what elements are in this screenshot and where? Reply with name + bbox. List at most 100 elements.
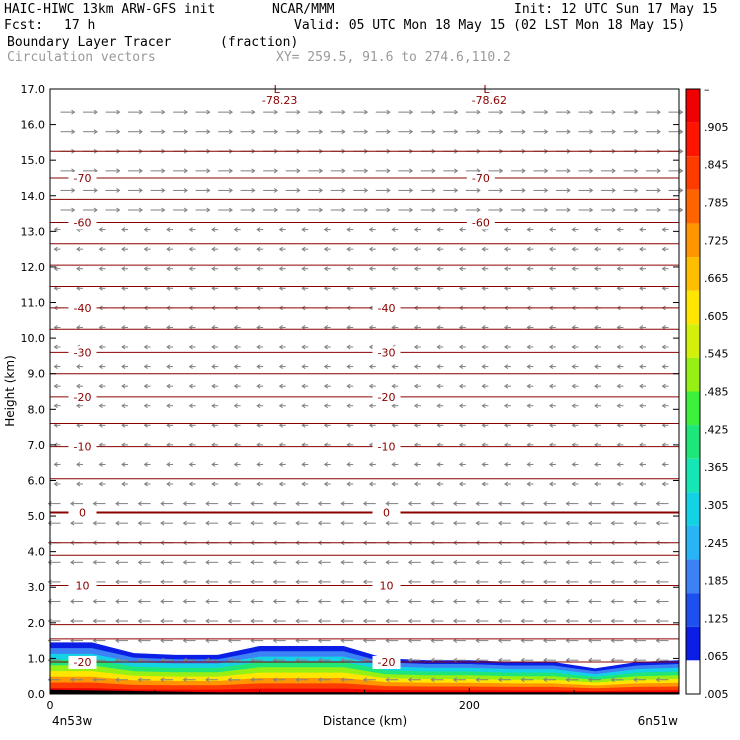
vector-arrow-head bbox=[363, 129, 369, 135]
vector-arrow-head bbox=[362, 501, 368, 507]
vector-arrow-head bbox=[188, 344, 193, 350]
vector-arrow-head bbox=[526, 344, 531, 350]
vector-arrow-head bbox=[272, 501, 277, 507]
vector-arrow-head bbox=[386, 168, 391, 174]
vector-arrow-head bbox=[594, 364, 599, 370]
vector-arrow-head bbox=[679, 207, 684, 213]
vector-arrow-head bbox=[161, 188, 166, 193]
vector-arrow-head bbox=[458, 266, 464, 272]
vector-arrow-head bbox=[115, 579, 120, 585]
vector-arrow-head bbox=[475, 579, 480, 585]
vector-arrow-head bbox=[549, 227, 554, 232]
vector-arrow-head bbox=[391, 403, 396, 409]
vector-arrow-head bbox=[430, 579, 435, 585]
vector-arrow-head bbox=[430, 599, 435, 604]
vector-arrow-head bbox=[233, 344, 238, 350]
vector-arrow-head bbox=[454, 188, 459, 193]
vector-arrow-head bbox=[272, 677, 277, 683]
vector-arrow-head bbox=[98, 227, 103, 232]
vector-arrow-head bbox=[98, 481, 103, 487]
vector-arrow-head bbox=[138, 109, 143, 115]
vector-arrow-head bbox=[611, 168, 616, 174]
colorbar-label: .785 bbox=[704, 196, 729, 209]
vector-arrow-head bbox=[272, 599, 277, 604]
vector-arrow-head bbox=[594, 344, 599, 350]
y-tick-label: 3.0 bbox=[28, 581, 46, 594]
vector-arrow-head bbox=[256, 481, 261, 487]
vector-arrow-head bbox=[188, 364, 193, 370]
vector-arrow-head bbox=[71, 188, 76, 193]
vector-arrow-head bbox=[228, 168, 234, 174]
vector-arrow-head bbox=[272, 579, 277, 585]
vector-arrow-head bbox=[205, 618, 210, 624]
vector-arrow-head bbox=[476, 207, 481, 213]
vector-arrow-head bbox=[431, 109, 436, 115]
vector-arrow-head bbox=[227, 618, 232, 624]
vector-arrow-head bbox=[323, 364, 328, 370]
vector-arrow-head bbox=[503, 364, 509, 370]
vector-arrow-head bbox=[211, 364, 216, 370]
y-axis-label: Height (km) bbox=[3, 355, 17, 426]
vector-arrow-head bbox=[565, 579, 570, 585]
vector-arrow-head bbox=[93, 129, 98, 135]
vector-arrow-head bbox=[633, 618, 638, 624]
low-value: -78.62 bbox=[472, 94, 507, 107]
vector-arrow-head bbox=[161, 168, 166, 174]
contour-label: -10 bbox=[378, 441, 396, 454]
vector-arrow-head bbox=[166, 481, 171, 487]
vector-arrow-head bbox=[206, 188, 211, 193]
vector-arrow-head bbox=[385, 520, 390, 526]
vector-arrow-head bbox=[610, 501, 615, 507]
vector-arrow-head bbox=[317, 559, 322, 565]
vector-arrow-head bbox=[227, 520, 232, 526]
vector-arrow-head bbox=[317, 599, 322, 604]
contour-label-bg bbox=[372, 506, 401, 520]
vector-arrow-head bbox=[571, 364, 576, 370]
vector-arrow-head bbox=[205, 559, 210, 565]
colorbar-swatch bbox=[686, 223, 700, 258]
vector-arrow-head bbox=[116, 188, 121, 193]
terrain bbox=[50, 689, 679, 694]
vector-arrow-head bbox=[430, 618, 435, 624]
vector-arrow-head bbox=[549, 383, 554, 389]
vector-arrow-head bbox=[431, 168, 436, 174]
colorbar: – .905 .845 .785 .725 .665 .605 .545 .485 .425 .36… bbox=[685, 83, 729, 701]
vector-arrow-head bbox=[53, 227, 58, 232]
vector-arrow-head bbox=[296, 207, 301, 213]
contour-label-bg bbox=[68, 216, 97, 230]
vector-arrow-head bbox=[92, 559, 97, 565]
y-tick-label: 6.0 bbox=[28, 474, 46, 487]
vector-arrow-head bbox=[475, 501, 480, 507]
vector-arrow-head bbox=[503, 383, 509, 389]
vector-arrow-head bbox=[137, 677, 142, 683]
vector-arrow-head bbox=[121, 227, 126, 232]
vector-arrow-head bbox=[182, 677, 187, 683]
vector-arrow-head bbox=[166, 383, 171, 389]
vector-arrow-head bbox=[143, 364, 148, 370]
vector-arrow-head bbox=[250, 677, 255, 683]
vector-arrow-head bbox=[430, 501, 435, 507]
vector-arrow-head bbox=[341, 109, 346, 115]
vector-arrow-head bbox=[76, 481, 81, 487]
vector-arrow-head bbox=[318, 109, 324, 115]
vector-arrow-head bbox=[499, 207, 504, 213]
vector-arrow-head bbox=[594, 246, 599, 252]
vector-arrow-head bbox=[481, 462, 486, 467]
vector-arrow-head bbox=[655, 618, 660, 624]
vector-arrow-head bbox=[301, 364, 306, 370]
vector-arrow-head bbox=[639, 462, 644, 467]
vector-arrow-head bbox=[256, 246, 261, 252]
vector-arrow-head bbox=[639, 481, 644, 487]
vector-arrow-head bbox=[413, 383, 419, 389]
vector-arrow-head bbox=[503, 462, 509, 467]
vector-arrow-head bbox=[278, 246, 283, 252]
vector-arrow-head bbox=[273, 207, 279, 213]
vector-arrow-head bbox=[520, 559, 525, 565]
vector-arrow-head bbox=[137, 579, 142, 585]
vector-arrow-head bbox=[166, 403, 171, 409]
vector-arrow-head bbox=[481, 403, 486, 409]
vector-arrow-head bbox=[368, 403, 374, 409]
vector-arrow-head bbox=[409, 207, 414, 213]
vector-arrow-head bbox=[205, 599, 210, 604]
vector-arrow-head bbox=[70, 520, 75, 526]
